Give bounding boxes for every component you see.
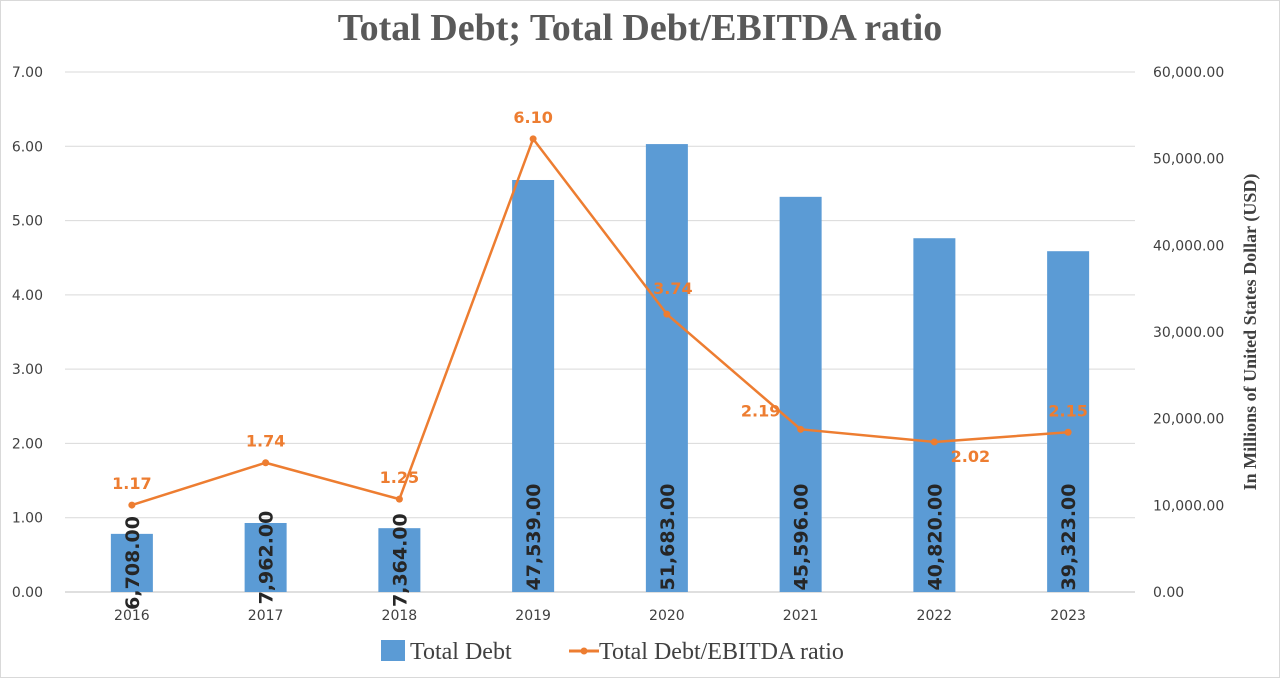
line-data-label: 2.15 bbox=[1048, 401, 1087, 420]
bar-data-label: 39,323.00 bbox=[1058, 484, 1080, 591]
line-data-label: 1.17 bbox=[112, 474, 151, 493]
bar bbox=[244, 522, 287, 592]
bar-data-label: 47,539.00 bbox=[523, 484, 545, 591]
left-tick-label: 1.00 bbox=[12, 511, 43, 527]
line-data-label: 2.19 bbox=[741, 401, 780, 420]
legend-label-total-debt: Total Debt bbox=[410, 639, 512, 665]
bar bbox=[378, 528, 421, 592]
line-data-label: 1.25 bbox=[380, 468, 419, 487]
bar-data-label: 45,596.00 bbox=[791, 484, 813, 591]
left-tick-label: 0.00 bbox=[12, 585, 43, 601]
right-tick-label: 40,000.00 bbox=[1153, 238, 1224, 254]
left-tick-label: 3.00 bbox=[12, 362, 43, 378]
bar bbox=[779, 196, 822, 593]
bar-data-label: 40,820.00 bbox=[924, 484, 946, 591]
legend-label-ratio: Total Debt/EBITDA ratio bbox=[599, 639, 844, 665]
legend: Total Debt Total Debt/EBITDA ratio bbox=[381, 639, 844, 665]
legend-marker bbox=[580, 647, 588, 655]
line-data-label: 6.10 bbox=[513, 108, 552, 127]
line-point bbox=[663, 310, 671, 318]
line-data-label: 2.02 bbox=[951, 447, 990, 466]
bar bbox=[1047, 251, 1090, 592]
line-point bbox=[262, 459, 270, 467]
x-tick-label: 2021 bbox=[783, 608, 819, 624]
line-point bbox=[930, 438, 938, 446]
line-point bbox=[1064, 428, 1072, 436]
legend-swatch-total-debt bbox=[381, 640, 405, 661]
line-data-label: 3.74 bbox=[653, 279, 692, 298]
bar-data-label: 51,683.00 bbox=[657, 484, 679, 591]
chart-title: Total Debt; Total Debt/EBITDA ratio bbox=[338, 7, 943, 49]
line-series bbox=[128, 135, 1072, 509]
left-tick-label: 4.00 bbox=[12, 288, 43, 304]
right-tick-label: 20,000.00 bbox=[1153, 412, 1224, 428]
bar bbox=[512, 179, 555, 592]
bar-data-label: 7,962.00 bbox=[256, 511, 278, 605]
x-tick-label: 2023 bbox=[1050, 608, 1086, 624]
bar-data-label: 6,708.00 bbox=[122, 516, 144, 610]
line-point bbox=[529, 135, 537, 143]
line-point bbox=[797, 425, 805, 433]
ratio-line bbox=[131, 137, 1069, 507]
left-tick-label: 5.00 bbox=[12, 214, 43, 230]
right-tick-label: 60,000.00 bbox=[1153, 65, 1224, 81]
x-tick-label: 2017 bbox=[248, 608, 284, 624]
left-tick-label: 6.00 bbox=[12, 139, 43, 155]
bar-series bbox=[110, 144, 1090, 593]
x-tick-label: 2022 bbox=[917, 608, 953, 624]
x-tick-label: 2020 bbox=[649, 608, 685, 624]
left-tick-label: 7.00 bbox=[12, 65, 43, 81]
line-data-label: 1.74 bbox=[246, 432, 285, 451]
right-axis-title: In Millions of United States Dollar (USD… bbox=[1240, 174, 1261, 491]
left-tick-label: 2.00 bbox=[12, 436, 43, 452]
x-tick-label: 2019 bbox=[515, 608, 551, 624]
right-tick-label: 50,000.00 bbox=[1153, 152, 1224, 168]
left-axis-ticks: 0.00 1.00 2.00 3.00 4.00 5.00 6.00 7.00 bbox=[12, 65, 43, 601]
bar-data-labels: 6,708.00 7,962.00 7,364.00 47,539.00 51,683.… bbox=[122, 484, 1080, 610]
line-point bbox=[395, 495, 403, 503]
bar bbox=[645, 144, 688, 592]
x-tick-label: 2016 bbox=[114, 608, 150, 624]
bar bbox=[110, 533, 153, 592]
line-point bbox=[128, 501, 136, 509]
line-data-labels: 1.17 1.74 1.25 6.10 3.74 2.19 2.02 2.15 bbox=[112, 108, 1088, 493]
x-axis-ticks: 2016 2017 2018 2019 2020 2021 2022 2023 bbox=[114, 608, 1086, 624]
bar-data-label: 7,364.00 bbox=[389, 513, 411, 607]
bar bbox=[913, 238, 956, 592]
right-tick-label: 10,000.00 bbox=[1153, 498, 1224, 514]
right-tick-label: 0.00 bbox=[1153, 585, 1184, 601]
right-tick-label: 30,000.00 bbox=[1153, 325, 1224, 341]
gridlines bbox=[65, 71, 1135, 593]
x-tick-label: 2018 bbox=[382, 608, 418, 624]
right-axis-ticks: 0.00 10,000.00 20,000.00 30,000.00 40,000.00… bbox=[1153, 65, 1224, 601]
